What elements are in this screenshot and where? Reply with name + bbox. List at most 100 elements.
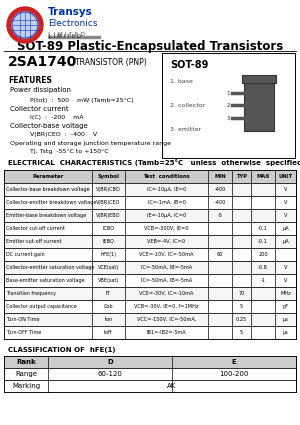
Text: Transys: Transys [48, 7, 93, 17]
Text: VCE=-10V, IC=-50mA: VCE=-10V, IC=-50mA [139, 252, 194, 257]
Text: Symbol: Symbol [98, 174, 119, 179]
Text: -0.1: -0.1 [258, 226, 268, 231]
Text: 2: 2 [226, 102, 230, 108]
Text: VCC=-150V, IC=-50mA,: VCC=-150V, IC=-50mA, [137, 317, 196, 322]
Text: UNIT: UNIT [278, 174, 292, 179]
Text: FEATURES: FEATURES [8, 76, 52, 85]
Text: Collector-emitter breakdown voltage: Collector-emitter breakdown voltage [6, 200, 96, 205]
Bar [4, 209, 296, 222]
Bar [4, 222, 296, 235]
Bar [4, 313, 296, 326]
Text: V: V [284, 265, 287, 270]
Text: Operating and storage junction temperature range: Operating and storage junction temperatu… [10, 141, 171, 145]
Text: IEBO: IEBO [103, 239, 114, 244]
Text: Test  conditions: Test conditions [143, 174, 190, 179]
Text: L I M I T E D: L I M I T E D [48, 31, 85, 37]
Text: Collector-base voltage: Collector-base voltage [10, 123, 88, 129]
Text: hFE(1): hFE(1) [100, 252, 117, 257]
Text: SOT-89 Plastic-Encapsulated Transistors: SOT-89 Plastic-Encapsulated Transistors [17, 40, 283, 53]
Text: 1: 1 [226, 91, 230, 96]
Text: V: V [284, 200, 287, 205]
Text: I(C)  :  -200    mA: I(C) : -200 mA [22, 114, 83, 119]
Text: pF: pF [282, 304, 289, 309]
Text: 1. base: 1. base [170, 79, 193, 83]
Text: ton: ton [104, 317, 112, 322]
Bar [244, 83, 274, 131]
Circle shape [12, 12, 38, 38]
Text: V: V [284, 187, 287, 192]
Text: 100-200: 100-200 [219, 371, 249, 377]
Text: Parameter: Parameter [32, 174, 64, 179]
Text: 0.25: 0.25 [236, 317, 247, 322]
Bar [4, 380, 296, 392]
Bar [162, 53, 295, 158]
Bar [4, 326, 296, 339]
Text: P(tot)  :  500    mW (Tamb=25°C): P(tot) : 500 mW (Tamb=25°C) [22, 97, 134, 102]
Text: IC=-10μA, IE=0: IC=-10μA, IE=0 [147, 187, 186, 192]
Text: V: V [284, 278, 287, 283]
Bar [4, 274, 296, 287]
Text: 2SA1740: 2SA1740 [8, 55, 77, 69]
Text: Collector-emitter saturation voltage: Collector-emitter saturation voltage [6, 265, 94, 270]
Text: VCE=-30V, IC=-10mA: VCE=-30V, IC=-10mA [139, 291, 194, 296]
Text: 70: 70 [238, 291, 245, 296]
Text: VCB=-30V, IE=0, f=1MHz: VCB=-30V, IE=0, f=1MHz [134, 304, 199, 309]
Text: ELECTRICAL  CHARACTERISTICS (Tamb=25°C   unless  otherwise  specified): ELECTRICAL CHARACTERISTICS (Tamb=25°C un… [8, 159, 300, 167]
Text: μA: μA [282, 226, 289, 231]
Bar [4, 368, 296, 380]
Text: IE=-10μA, IC=0: IE=-10μA, IC=0 [147, 213, 186, 218]
Text: -0.1: -0.1 [258, 239, 268, 244]
Text: MAX: MAX [256, 174, 270, 179]
Text: ICBO: ICBO [102, 226, 115, 231]
Text: -0.8: -0.8 [258, 265, 268, 270]
Text: 3: 3 [226, 116, 230, 121]
Bar [4, 356, 296, 368]
Text: toff: toff [104, 330, 113, 335]
Text: 5: 5 [240, 304, 243, 309]
Bar [4, 170, 296, 183]
Circle shape [7, 7, 43, 43]
Text: Collector-base breakdown voltage: Collector-base breakdown voltage [6, 187, 90, 192]
Text: TRANSISTOR (PNP): TRANSISTOR (PNP) [75, 57, 147, 66]
Text: V(BR)EBO: V(BR)EBO [96, 213, 121, 218]
Text: VBE(sat): VBE(sat) [98, 278, 119, 283]
Text: Turn-OFF Time: Turn-OFF Time [6, 330, 41, 335]
Text: TJ, Tstg  -55°C to +150°C: TJ, Tstg -55°C to +150°C [22, 148, 109, 153]
Text: DC current gain: DC current gain [6, 252, 45, 257]
Circle shape [12, 12, 38, 38]
Text: Electronics: Electronics [48, 19, 98, 28]
Text: Collector current: Collector current [10, 106, 69, 112]
Text: CLASSIFICATION OF  hFE(1): CLASSIFICATION OF hFE(1) [8, 347, 115, 353]
Text: Range: Range [15, 371, 37, 377]
Text: 2. collector: 2. collector [170, 102, 205, 108]
Text: VCE(sat): VCE(sat) [98, 265, 119, 270]
Text: VEB=-4V, IC=0: VEB=-4V, IC=0 [147, 239, 186, 244]
Text: -5: -5 [218, 213, 222, 218]
Text: μs: μs [283, 330, 288, 335]
Bar [4, 183, 296, 196]
Bar [4, 287, 296, 300]
Text: -400: -400 [214, 187, 226, 192]
Text: 3. emitter: 3. emitter [170, 127, 201, 131]
Bar [48, 36, 100, 38]
Text: E: E [232, 359, 236, 365]
Text: μA: μA [282, 239, 289, 244]
Text: V(BR)CEO: V(BR)CEO [96, 200, 121, 205]
Bar [4, 248, 296, 261]
Text: V(BR)CBO: V(BR)CBO [96, 187, 121, 192]
Text: Collector cut-off current: Collector cut-off current [6, 226, 65, 231]
Text: -1: -1 [261, 278, 266, 283]
Text: μs: μs [283, 317, 288, 322]
Text: -400: -400 [214, 200, 226, 205]
Bar [4, 235, 296, 248]
Text: Base-emitter saturation voltage: Base-emitter saturation voltage [6, 278, 85, 283]
Text: TYP: TYP [236, 174, 247, 179]
Text: IC=-50mA, IB=-5mA: IC=-50mA, IB=-5mA [141, 278, 192, 283]
Text: Emitter cut-off current: Emitter cut-off current [6, 239, 62, 244]
Text: IC=-50mA, IB=-5mA: IC=-50mA, IB=-5mA [141, 265, 192, 270]
Bar [4, 261, 296, 274]
Text: 200: 200 [258, 252, 268, 257]
Text: Marking: Marking [12, 383, 40, 389]
Text: L I M I T E D: L I M I T E D [49, 34, 81, 39]
Text: 5: 5 [240, 330, 243, 335]
